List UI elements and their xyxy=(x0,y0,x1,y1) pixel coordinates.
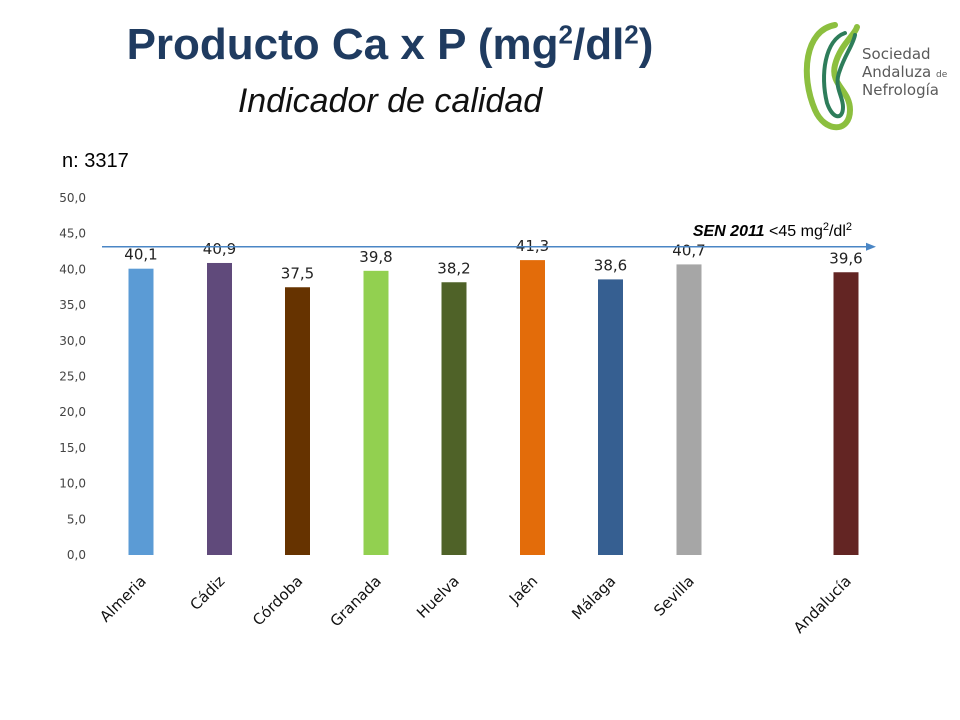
y-tick-label: 15,0 xyxy=(59,441,86,455)
data-label: 38,2 xyxy=(437,259,470,277)
y-tick-label: 40,0 xyxy=(59,262,86,276)
logo-text-line3: Nefrología xyxy=(862,81,939,99)
data-label: 38,6 xyxy=(594,256,627,274)
category-label: Córdoba xyxy=(249,572,306,629)
category-label: Cádiz xyxy=(186,572,228,614)
y-tick-label: 5,0 xyxy=(67,512,86,526)
bar-huelva xyxy=(441,282,467,555)
category-label: Málaga xyxy=(568,572,619,623)
y-tick-label: 25,0 xyxy=(59,370,86,384)
reference-line-arrow xyxy=(866,242,876,251)
bar-málaga xyxy=(598,279,623,555)
y-tick-label: 30,0 xyxy=(59,334,86,348)
y-tick-label: 50,0 xyxy=(59,191,86,205)
sample-size-label: n: 3317 xyxy=(62,150,129,172)
reference-label: SEN 2011 <45 mg2/dl2 xyxy=(693,221,852,240)
page-subtitle: Indicador de calidad xyxy=(237,82,543,120)
data-label: 40,1 xyxy=(124,246,157,264)
data-label: 40,7 xyxy=(672,241,705,259)
y-axis: 0,0 5,0 10,0 15,0 20,0 25,0 30,0 35,0 40,0 45,0 50… xyxy=(59,191,86,562)
y-tick-label: 0,0 xyxy=(67,548,86,562)
y-tick-label: 35,0 xyxy=(59,298,86,312)
category-label: Granada xyxy=(327,572,385,630)
bar-córdoba xyxy=(285,287,310,555)
bars xyxy=(128,260,859,555)
category-label: Andalucía xyxy=(790,572,855,637)
logo-text-line1: Sociedad xyxy=(862,45,931,63)
category-labels: Almeria Cádiz Córdoba Granada Huelva Jaén Mála… xyxy=(96,572,855,637)
category-label: Almeria xyxy=(96,572,150,626)
data-label: 37,5 xyxy=(281,264,314,282)
bar-jaén xyxy=(520,260,545,555)
logo-text-line2: Andaluza de xyxy=(862,63,948,81)
data-label: 39,8 xyxy=(359,248,392,266)
bar-cádiz xyxy=(207,262,232,555)
category-label: Huelva xyxy=(413,572,463,622)
data-label: 39,6 xyxy=(829,249,862,267)
data-labels: 40,1 40,937,539,838,241,338,640,7 39,6 xyxy=(124,237,862,282)
data-label: 40,9 xyxy=(203,240,236,258)
y-tick-label: 20,0 xyxy=(59,405,86,419)
y-tick-label: 45,0 xyxy=(59,227,86,241)
bar-almeria xyxy=(128,268,154,555)
page-title: Producto Ca x P (mg2/dl2) xyxy=(126,19,654,69)
category-label: Sevilla xyxy=(650,572,698,620)
category-label: Jaén xyxy=(505,572,541,608)
y-tick-label: 10,0 xyxy=(59,477,86,491)
bar-sevilla xyxy=(676,264,702,555)
sociedad-andaluza-nefrologia-logo xyxy=(803,22,860,131)
bar-granada xyxy=(363,270,389,555)
logo-swirl-outer xyxy=(803,22,860,131)
logo-swirl-inner xyxy=(822,31,857,119)
bar-andalucía xyxy=(833,272,859,555)
